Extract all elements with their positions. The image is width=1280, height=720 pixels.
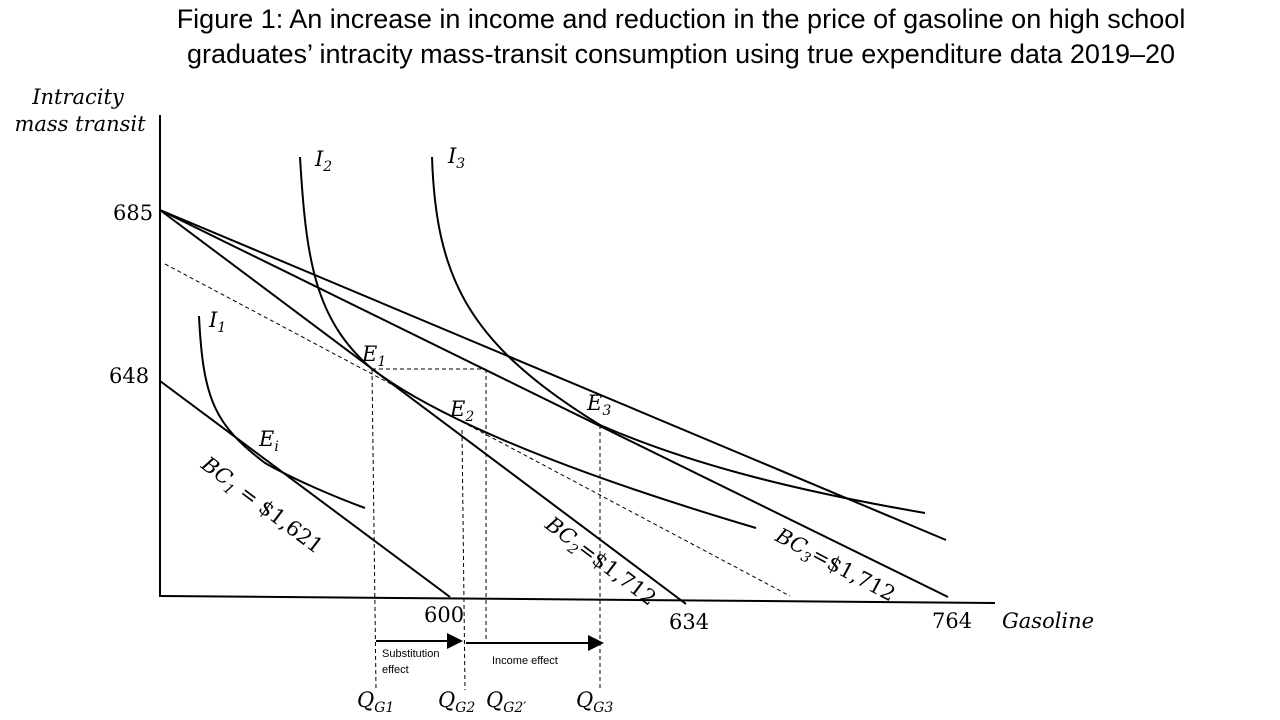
y-axis-label-line-2: mass transit xyxy=(14,112,146,136)
label-e1: E1 xyxy=(361,342,386,370)
guide-qg1 xyxy=(371,368,377,691)
budget-line-bc1 xyxy=(159,380,451,598)
budget-line-bc3 xyxy=(159,209,947,541)
label-ei: Ei xyxy=(258,427,279,455)
label-bc3: BC3=$1,712 xyxy=(769,523,900,610)
y-tick-648: 648 xyxy=(109,364,149,388)
x-axis xyxy=(159,595,996,604)
title-line-1: Figure 1: An increase in income and redu… xyxy=(176,4,1186,34)
indifference-curve-i3 xyxy=(431,156,926,514)
x-tick-764: 764 xyxy=(932,609,972,633)
budget-line-bc2 xyxy=(159,209,687,605)
x-axis-label: Gasoline xyxy=(1002,609,1094,633)
label-qg2: QG2 xyxy=(438,688,475,716)
indifference-curve-i1 xyxy=(198,315,366,509)
label-i2: I2 xyxy=(314,147,332,175)
guide-qg2 xyxy=(461,429,466,691)
x-tick-634: 634 xyxy=(669,610,709,634)
y-axis-label-line-1: Intracity xyxy=(31,85,125,109)
label-qg2-prime: QG2′ xyxy=(486,688,527,716)
compensated-budget-line xyxy=(164,263,791,597)
label-qg3: QG3 xyxy=(576,688,613,716)
label-bc2: BC2=$1,712 xyxy=(538,511,661,613)
substitution-effect-label-line-2: effect xyxy=(382,664,409,676)
label-i3: I3 xyxy=(447,144,465,172)
label-e3: E3 xyxy=(586,391,611,419)
budget-line-bc2-prime xyxy=(159,209,949,598)
y-tick-685: 685 xyxy=(113,201,153,225)
svg-text:BC3=$1,712: BC3=$1,712 xyxy=(769,523,899,610)
x-tick-600: 600 xyxy=(424,603,464,627)
indifference-curve-i2 xyxy=(299,156,757,529)
label-i1: I1 xyxy=(208,308,226,336)
svg-text:BC2=$1,712: BC2=$1,712 xyxy=(538,511,661,613)
label-qg1: QG1 xyxy=(357,688,394,716)
figure-title: Figure 1: An increase in income and redu… xyxy=(0,2,1280,72)
label-e2: E2 xyxy=(449,397,474,425)
substitution-effect-label-line-1: Substitution xyxy=(382,648,439,660)
income-effect-label: Income effect xyxy=(492,655,558,667)
label-bc1: BC1 = $1,621 xyxy=(194,451,328,561)
svg-text:BC1 = $1,621: BC1 = $1,621 xyxy=(194,451,328,561)
title-line-2: graduates’ intracity mass-transit consum… xyxy=(186,39,1176,69)
